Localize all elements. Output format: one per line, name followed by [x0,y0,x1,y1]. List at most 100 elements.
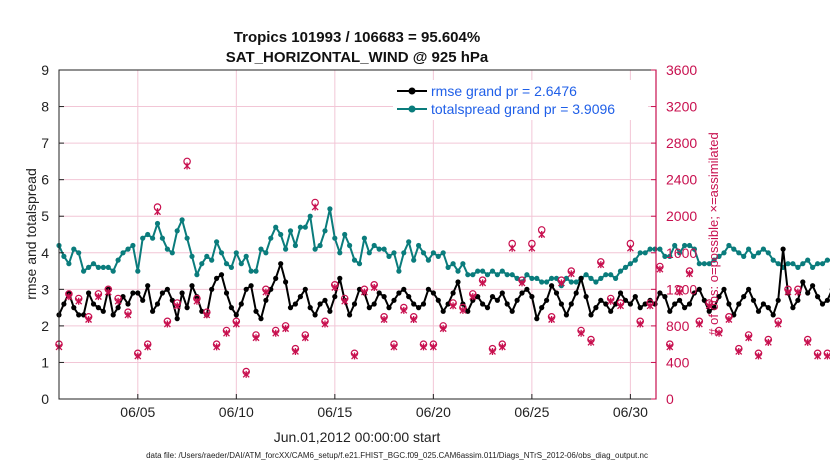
spread-point [81,268,87,274]
obs-assimilated-marker [360,288,368,296]
spread-point [317,242,323,249]
obs-assimilated-marker [282,325,290,333]
y-tick-label: 3 [41,281,49,297]
spread-point [150,235,156,241]
rmse-point [440,308,446,314]
footer-datafile: data file: /Users/raeder/DAI/ATM_forcXX/… [146,451,648,460]
obs-assimilated-marker [469,293,477,301]
rmse-point [563,312,570,318]
spread-point [637,250,643,256]
spread-point [726,242,732,249]
series-rmse [56,246,830,322]
rmse-point [750,297,757,303]
spread-point [450,261,456,267]
rmse-point [145,283,151,289]
legend-rmse-label: rmse grand pr = 2.6476 [431,83,577,99]
spread-point [361,235,367,241]
spread-point [120,250,126,256]
spread-point [785,261,791,267]
spread-point [627,261,634,267]
obs-assimilated-marker [242,370,250,378]
spread-point [268,235,274,241]
spread-point [647,246,653,252]
spread-point [613,275,619,281]
obs-assimilated-marker [814,352,822,360]
y2-tick-label: 1200 [666,281,697,297]
y2-tick-label: 1600 [666,245,697,261]
rmse-point [135,290,141,296]
spread-point [509,272,515,278]
obs-assimilated-marker [311,203,319,211]
spread-point [100,264,106,270]
rmse-point [657,290,663,296]
spread-point [652,246,658,252]
rmse-point [701,297,707,303]
obs-assimilated-marker [656,265,664,273]
rmse-point [637,305,643,311]
y2-tick-label: 3200 [666,99,697,115]
rmse-point [179,290,185,296]
spread-point [297,224,303,230]
rmse-point [278,261,284,267]
spread-point [95,264,101,270]
rmse-point [765,305,771,311]
obs-assimilated-marker [479,279,487,287]
rmse-point [297,294,303,300]
spread-point [440,250,446,256]
legend-spread-label: totalspread grand pr = 3.9096 [431,101,615,117]
spread-point [342,231,348,238]
spread-point [214,239,220,245]
rmse-point [66,290,72,296]
rmse-point [824,297,830,303]
obs-assimilated-marker [262,288,270,296]
rmse-point [115,305,121,311]
rmse-point [519,290,525,296]
spread-point [800,261,806,267]
spread-point [657,246,663,252]
rmse-point [558,301,565,307]
rmse-point [130,290,136,296]
rmse-point [598,297,604,303]
spread-point [662,253,668,259]
x-tick-label: 06/25 [514,404,549,420]
rmse-point [411,301,417,307]
spread-point [480,268,486,274]
spread-point [376,246,382,252]
rmse-point [322,297,328,303]
spread-point [790,261,796,267]
rmse-point [317,301,323,307]
x-axis-label: Jun.01,2012 00:00:00 start [274,429,441,445]
spread-point [598,275,604,281]
obs-assimilated-marker [676,288,684,296]
spread-point [159,235,165,241]
rmse-point [263,297,269,303]
spread-point [366,250,372,256]
obs-assimilated-marker [774,320,782,328]
y2-tick-label: 2400 [666,172,697,188]
rmse-point [95,305,101,311]
obs-assimilated-marker [459,306,467,314]
rmse-point [110,312,116,318]
rmse-point [539,305,545,311]
rmse-point [430,290,436,296]
rmse-point [549,283,555,289]
y2-tick-label: 2800 [666,135,697,151]
y-tick-label: 2 [41,318,49,334]
obs-assimilated-marker [321,320,329,328]
rmse-point [327,308,333,314]
spread-point [632,257,638,263]
rmse-point [258,316,264,322]
rmse-point [223,290,230,296]
chart-subtitle: SAT_HORIZONTAL_WIND @ 925 hPa [226,49,489,66]
legend: rmse grand pr = 2.6476 totalspread grand… [393,80,648,120]
rmse-point [214,275,220,281]
rmse-point [489,294,496,300]
spread-point [218,250,225,256]
spread-point [238,261,244,267]
spread-point [420,250,427,256]
spread-point [475,268,481,274]
rmse-point [159,290,165,296]
rmse-point [376,290,382,296]
spread-point [411,257,417,263]
spread-point [263,250,269,256]
